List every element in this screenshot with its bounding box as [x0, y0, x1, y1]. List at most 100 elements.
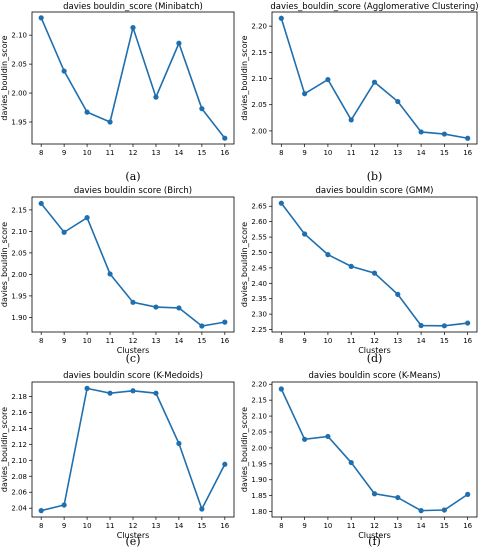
x-tick-label: 16 [220, 149, 229, 157]
y-tick-label: 2.00 [11, 271, 27, 279]
x-tick-label: 14 [174, 149, 183, 157]
y-tick-label: 2.16 [11, 409, 27, 417]
chart-panel-1: davies bouldin_score (Minibatch) 8 9 10 11 12… [0, 2, 235, 183]
series-line [40, 202, 225, 327]
data-point [418, 508, 424, 514]
data-point [465, 320, 471, 326]
data-point [61, 229, 67, 235]
x-tick-label: 8 [39, 149, 43, 157]
x-tick-label: 14 [417, 337, 426, 345]
y-tick-label: 1.95 [11, 292, 27, 300]
y-tick-label: 2.15 [11, 206, 27, 214]
x-tick-label: 11 [106, 149, 115, 157]
plot-frame [31, 196, 235, 333]
chart-title: davies bouldin score (GMM) [316, 186, 434, 196]
y-tick-label: 2.05 [251, 101, 267, 109]
data-point [199, 106, 205, 112]
plot-frame [31, 11, 235, 145]
y-tick-label: 2.35 [251, 295, 267, 303]
series-line [40, 387, 226, 512]
data-point [325, 252, 331, 258]
y-tick-label: 2.06 [11, 489, 27, 497]
x-tick-label: 8 [279, 149, 283, 157]
x-tick-label: 15 [197, 522, 206, 530]
data-point [371, 491, 378, 497]
x-tick-label: 10 [323, 149, 332, 157]
y-tick-label: 2.08 [11, 473, 27, 481]
data-point [441, 131, 447, 137]
data-point [465, 135, 471, 141]
data-point [38, 200, 44, 207]
chart-panel-6: davies bouldin score (K-Means) 8 9 10 11 12 13… [240, 371, 478, 548]
y-tick-label: 2.18 [11, 393, 27, 401]
data-point [222, 461, 228, 467]
y-tick-label: 2.10 [11, 457, 27, 465]
data-point [348, 263, 354, 269]
y-axis-label: davies_bouldin_score [0, 222, 9, 307]
panel-caption: (f) [368, 535, 381, 548]
plot-frame [271, 381, 478, 518]
x-tick-label: 15 [197, 149, 206, 157]
data-point [302, 231, 308, 237]
plot-frame [271, 11, 478, 145]
x-tick-label: 15 [440, 337, 449, 345]
panel-caption: (c) [126, 352, 141, 365]
x-tick-label: 13 [393, 337, 402, 345]
data-point [153, 390, 159, 396]
x-tick-label: 16 [220, 337, 229, 345]
chart-panel-4: davies bouldin score (GMM) 8 9 10 11 12 13 14 15… [240, 186, 478, 365]
data-point [302, 91, 308, 97]
y-tick-label: 1.95 [251, 460, 267, 468]
y-tick-label: 2.30 [251, 311, 267, 319]
y-axis-label: davies_bouldin_score [240, 35, 249, 120]
x-tick-label: 16 [463, 522, 472, 530]
data-point [38, 508, 44, 514]
x-axis-label: Clusters [117, 531, 150, 540]
series-line [280, 202, 468, 327]
y-tick-label: 2.15 [251, 397, 267, 405]
x-tick-label: 15 [440, 149, 449, 157]
y-tick-label: 2.25 [251, 326, 267, 334]
chart-title: davies_bouldin_score (Agglomerative Clus… [270, 2, 478, 12]
x-axis-label: Clusters [358, 531, 391, 540]
data-point [84, 385, 90, 391]
y-tick-label: 2.45 [251, 264, 267, 272]
x-tick-label: 10 [323, 522, 332, 530]
x-tick-label: 14 [174, 337, 183, 345]
data-point [395, 98, 401, 105]
x-tick-label: 16 [463, 337, 472, 345]
data-point [222, 319, 228, 325]
y-tick-label: 2.40 [251, 280, 267, 288]
data-point [441, 323, 447, 329]
data-point [84, 109, 90, 115]
x-tick-label: 11 [106, 522, 115, 530]
data-point [222, 135, 228, 141]
y-tick-label: 2.60 [251, 218, 267, 226]
y-tick-label: 1.90 [11, 314, 27, 322]
data-point [61, 502, 67, 508]
data-point [38, 15, 44, 21]
x-tick-label: 12 [129, 149, 138, 157]
x-tick-label: 9 [62, 149, 66, 157]
data-point [441, 507, 447, 513]
y-tick-label: 2.12 [11, 441, 27, 449]
y-tick-label: 2.10 [11, 228, 27, 236]
data-point [176, 305, 182, 311]
data-point [199, 506, 205, 512]
x-tick-label: 12 [370, 149, 379, 157]
data-point [418, 129, 424, 135]
y-tick-label: 2.10 [251, 413, 267, 421]
series-line [280, 18, 468, 140]
x-tick-label: 11 [347, 522, 356, 530]
x-tick-label: 13 [151, 149, 160, 157]
x-tick-label: 9 [302, 337, 306, 345]
x-tick-label: 8 [279, 522, 283, 530]
x-axis-label: Clusters [358, 346, 391, 355]
y-tick-label: 2.10 [251, 75, 267, 83]
y-tick-label: 2.50 [251, 249, 267, 257]
x-tick-label: 10 [83, 149, 92, 157]
data-point [199, 323, 205, 329]
data-point [153, 94, 159, 100]
x-tick-label: 13 [151, 522, 160, 530]
